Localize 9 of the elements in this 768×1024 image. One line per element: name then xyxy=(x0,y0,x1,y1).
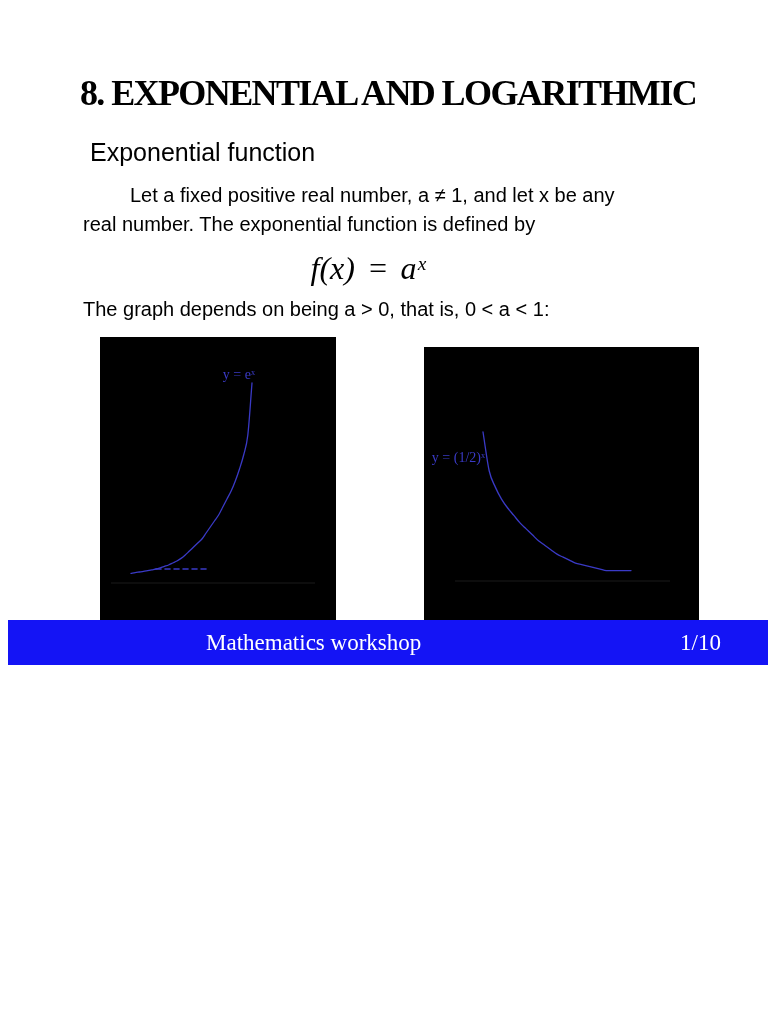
series-label: y = eˣ xyxy=(222,367,256,382)
text: 8. EXPONENTIAL AND LOGARITHMIC xyxy=(78,73,698,113)
chart-subtitle: Exponential function xyxy=(90,138,316,166)
text: f(x) = aˣ xyxy=(309,250,427,286)
text: 1/10 xyxy=(680,629,721,657)
series-label: y = (1/2)ˣ xyxy=(431,450,486,466)
text: Let a fixed positive real number, a ≠ 1, and let x be any real number. The exponential function is defined by xyxy=(83,183,616,237)
text: Mathematics workshop xyxy=(206,629,422,657)
text: The graph depends on being a > 0, that is, 0 < a < 1: xyxy=(83,297,550,322)
